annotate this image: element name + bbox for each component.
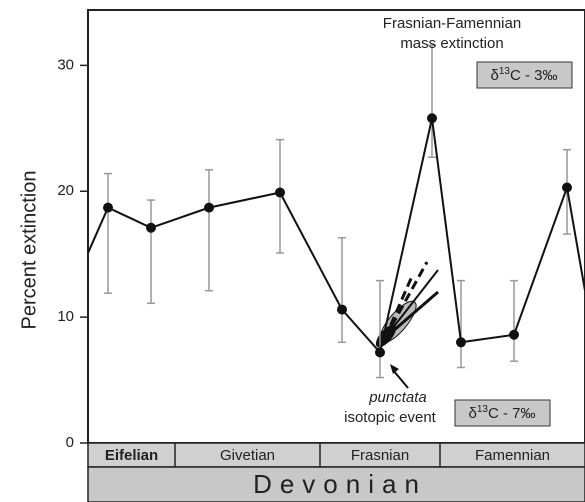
y-tick-label: 0 (66, 434, 74, 451)
y-tick-label: 10 (57, 308, 74, 325)
annotation-part: 13 (477, 404, 489, 415)
data-point (427, 113, 437, 124)
data-line (87, 118, 585, 355)
stage-label: Givetian (220, 447, 275, 464)
period-bar (87, 466, 585, 502)
annotation-box (476, 61, 573, 89)
annotation-part: C - 3‰ (510, 67, 558, 84)
data-point (146, 222, 156, 233)
isotope-wedge (375, 261, 439, 389)
annotation: δ13C - 7‰ (469, 404, 536, 422)
y-axis-label: Percent extinction (18, 171, 40, 330)
annotation: Frasnian-Famennian (383, 15, 521, 32)
annotation: isotopic event (344, 409, 437, 426)
period-label: Devonian (253, 469, 427, 499)
stage-label: Famennian (475, 447, 550, 464)
data-point (509, 329, 519, 340)
stage-label: Frasnian (351, 447, 409, 464)
data-point (275, 187, 285, 198)
y-tick-label: 30 (57, 56, 74, 73)
data-point (375, 347, 385, 358)
annotation-part: δ (469, 405, 477, 422)
y-tick-label: 20 (57, 182, 74, 199)
data-point (204, 202, 214, 213)
data-point (456, 337, 466, 348)
annotation-part: δ (491, 67, 499, 84)
annotation-part: C - 7‰ (488, 405, 536, 422)
annotation-part: 13 (499, 66, 511, 77)
annotation: δ13C - 3‰ (491, 66, 558, 84)
data-point (337, 304, 347, 315)
stage-bar (87, 442, 585, 468)
data-point (562, 182, 572, 193)
annotation: mass extinction (400, 35, 503, 52)
annotation: punctata (368, 389, 427, 406)
stage-label: Eifelian (105, 447, 158, 464)
data-point (103, 202, 113, 213)
annotation-box (454, 399, 551, 427)
